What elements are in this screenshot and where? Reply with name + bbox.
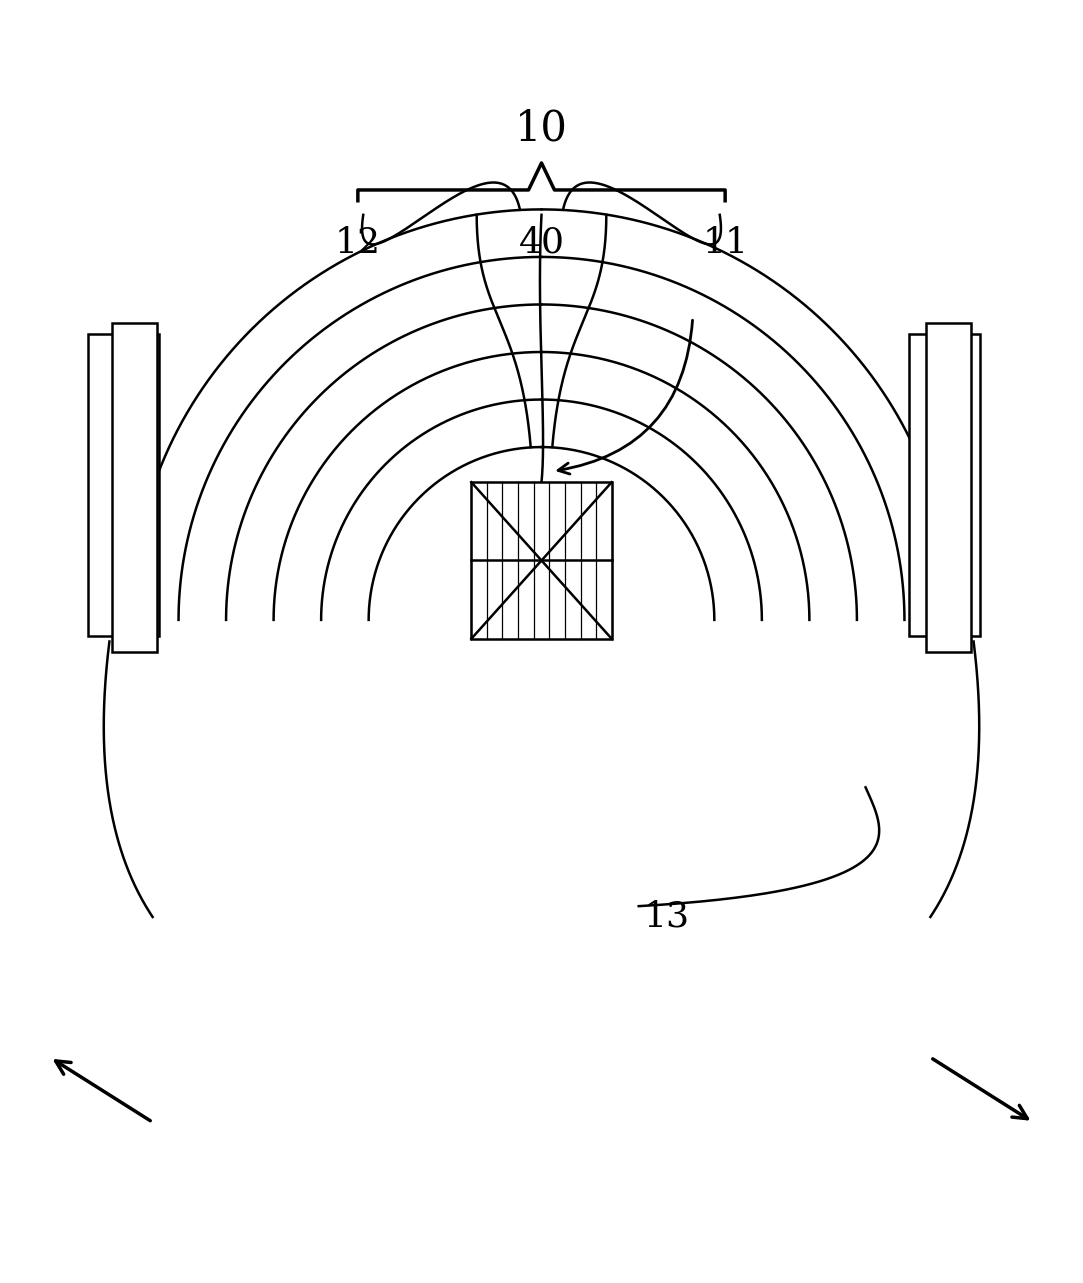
Bar <box>471 482 612 639</box>
Text: 10: 10 <box>516 108 567 150</box>
Bar <box>88 334 159 636</box>
Bar <box>112 323 157 652</box>
Text: 11: 11 <box>702 226 748 259</box>
Bar <box>909 334 980 636</box>
Text: 12: 12 <box>335 226 381 259</box>
Bar <box>926 323 971 652</box>
Text: 40: 40 <box>519 226 564 259</box>
Text: 13: 13 <box>644 899 690 934</box>
